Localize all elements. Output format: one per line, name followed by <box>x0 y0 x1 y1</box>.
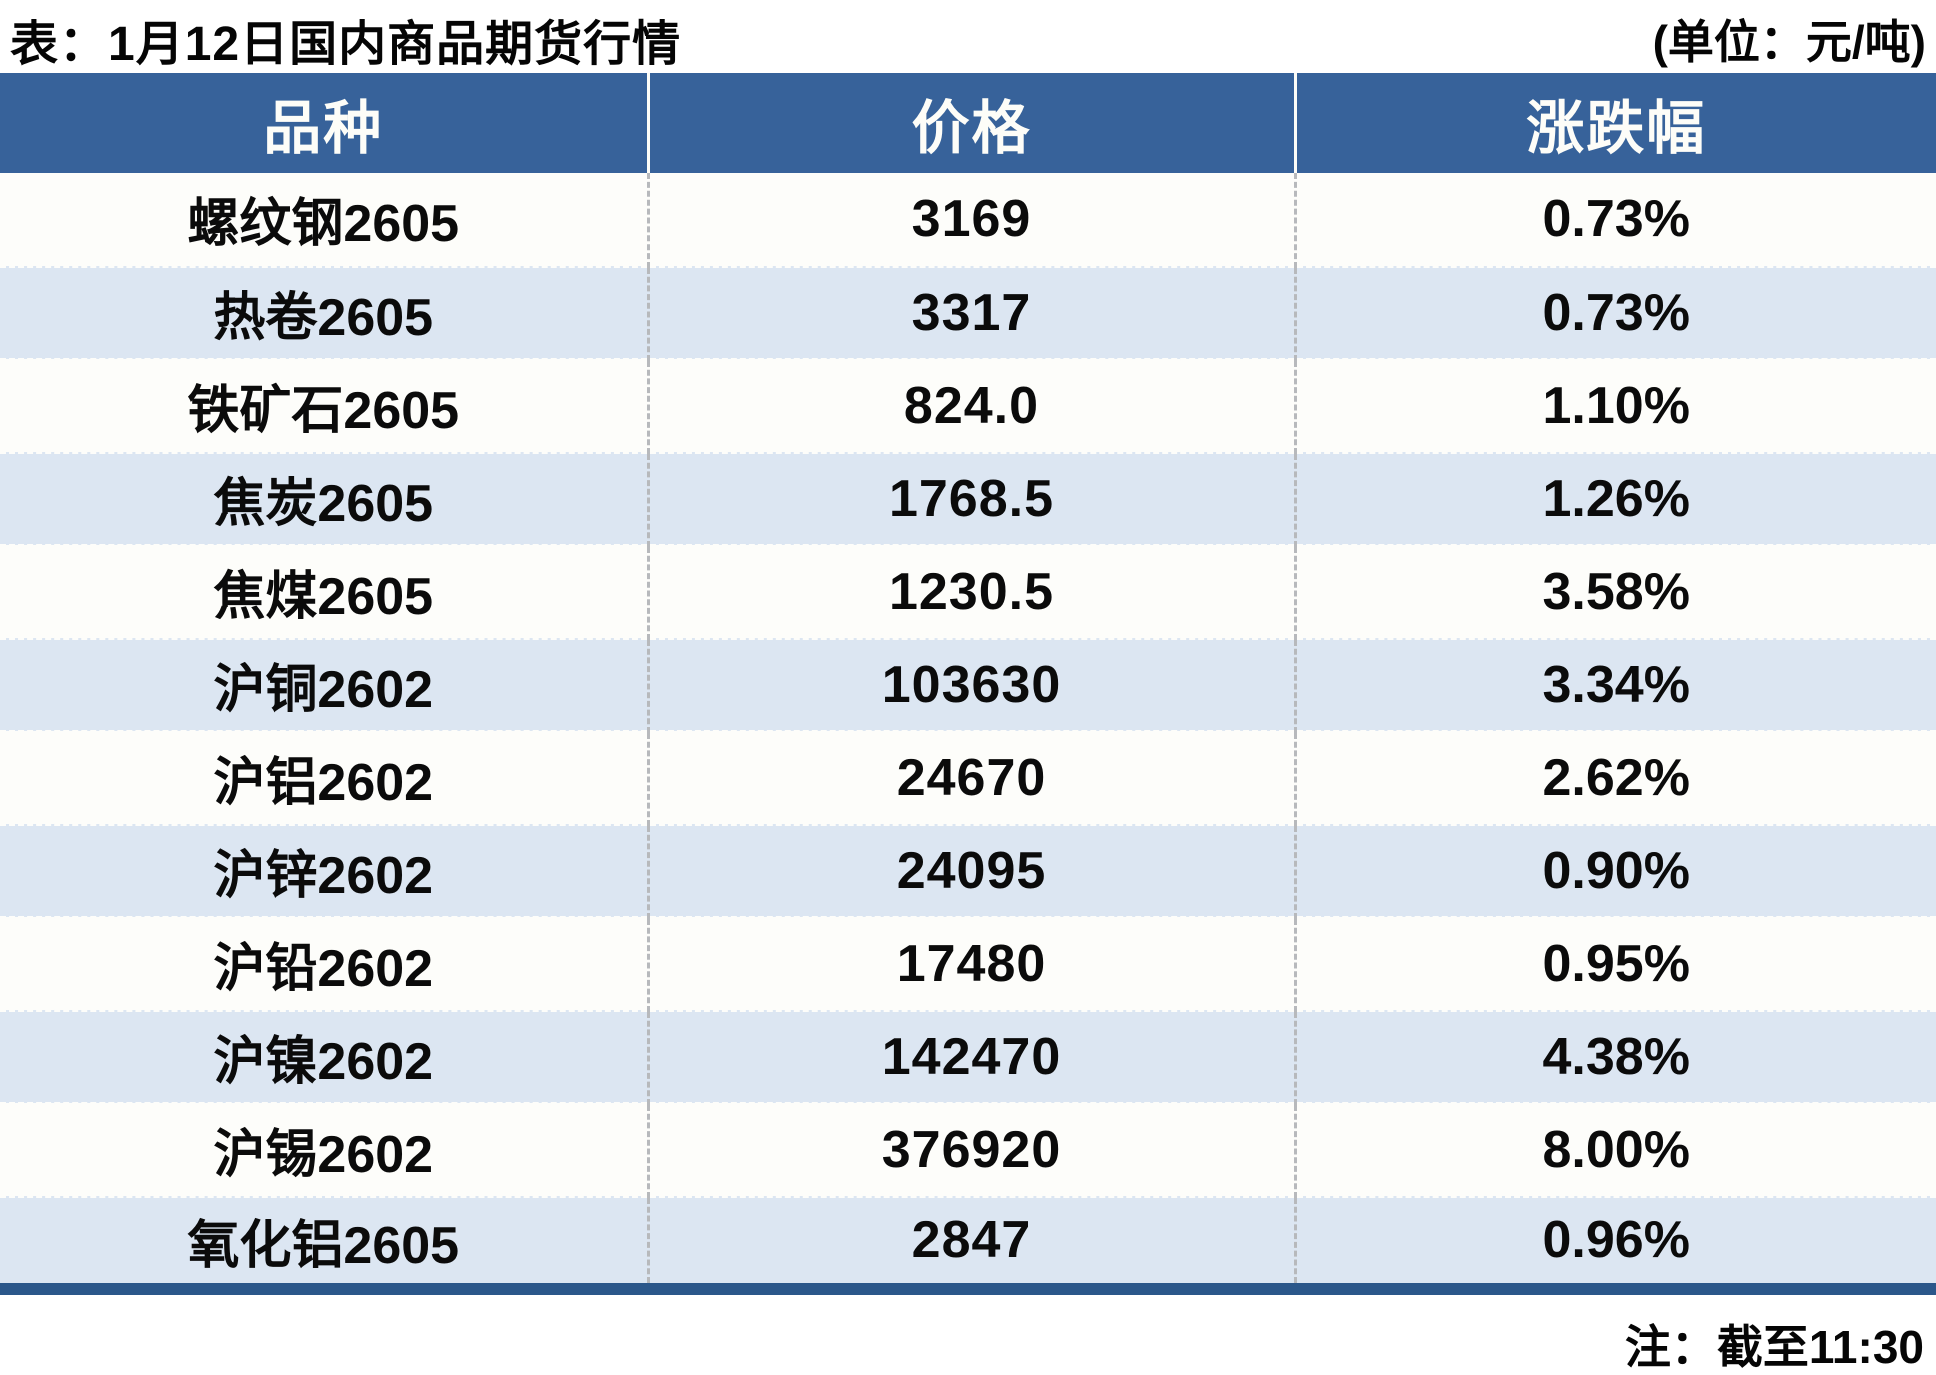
table-row: 铁矿石2605 824.0 1.10% <box>0 357 1936 452</box>
table-row: 焦煤2605 1230.5 3.58% <box>0 543 1936 638</box>
price-cell: 824.0 <box>646 357 1295 452</box>
table-row: 沪铝2602 24670 2.62% <box>0 729 1936 824</box>
col-header-variety: 品种 <box>0 73 648 173</box>
table-row: 沪锡2602 376920 8.00% <box>0 1101 1936 1196</box>
table-header: 品种 价格 涨跌幅 <box>0 73 1936 173</box>
price-cell: 24670 <box>646 729 1295 824</box>
variety-cell: 热卷2605 <box>0 264 648 359</box>
unit-label: (单位：元/吨) <box>1652 15 1926 68</box>
change-cell: 1.26% <box>1293 450 1936 545</box>
variety-cell: 氧化铝2605 <box>0 1194 648 1295</box>
price-cell: 1768.5 <box>646 450 1295 545</box>
footnote: 注：截至11:30 <box>1624 1321 1924 1373</box>
variety-cell: 沪镍2602 <box>0 1008 648 1103</box>
futures-table: 品种 价格 涨跌幅 螺纹钢2605 3169 0.73% 热卷2605 3317… <box>0 73 1936 1295</box>
price-cell: 1230.5 <box>646 543 1295 638</box>
variety-cell: 沪铝2602 <box>0 729 648 824</box>
col-header-price: 价格 <box>646 73 1295 173</box>
change-cell: 3.34% <box>1293 636 1936 731</box>
page-title: 表：1月12日国内商品期货行情 <box>10 17 682 71</box>
table-row: 沪镍2602 142470 4.38% <box>0 1008 1936 1103</box>
variety-cell: 沪锌2602 <box>0 822 648 917</box>
change-cell: 8.00% <box>1293 1101 1936 1196</box>
table-row: 焦炭2605 1768.5 1.26% <box>0 450 1936 545</box>
table-row: 沪铜2602 103630 3.34% <box>0 636 1936 731</box>
title-bar: 表：1月12日国内商品期货行情 (单位：元/吨) <box>0 0 1936 73</box>
price-cell: 142470 <box>646 1008 1295 1103</box>
price-cell: 3317 <box>646 264 1295 359</box>
header-row: 品种 价格 涨跌幅 <box>0 73 1936 173</box>
variety-cell: 沪铜2602 <box>0 636 648 731</box>
variety-cell: 焦煤2605 <box>0 543 648 638</box>
change-cell: 3.58% <box>1293 543 1936 638</box>
change-cell: 0.90% <box>1293 822 1936 917</box>
col-header-change: 涨跌幅 <box>1293 73 1936 173</box>
table-row: 热卷2605 3317 0.73% <box>0 264 1936 359</box>
variety-cell: 螺纹钢2605 <box>187 195 460 254</box>
change-cell: 4.38% <box>1293 1008 1936 1103</box>
price-cell: 24095 <box>646 822 1295 917</box>
variety-cell: 焦炭2605 <box>0 450 648 545</box>
table-row: 沪锌2602 24095 0.90% <box>0 822 1936 917</box>
change-cell: 0.96% <box>1293 1194 1936 1295</box>
variety-cell: 铁矿石2605 <box>0 357 648 452</box>
price-cell: 2847 <box>646 1194 1295 1295</box>
table-body: 螺纹钢2605 3169 0.73% 热卷2605 3317 0.73% 铁矿石… <box>0 173 1936 1295</box>
change-cell: 0.73% <box>1293 173 1936 266</box>
table-row: 氧化铝2605 2847 0.96% <box>0 1194 1936 1295</box>
price-cell: 376920 <box>646 1101 1295 1196</box>
price-cell: 3169 <box>646 173 1295 266</box>
change-cell: 2.62% <box>1293 729 1936 824</box>
table-row: 螺纹钢2605 3169 0.73% <box>0 173 1936 266</box>
price-cell: 17480 <box>646 915 1295 1010</box>
change-cell: 0.95% <box>1293 915 1936 1010</box>
variety-cell: 沪铅2602 <box>0 915 648 1010</box>
change-cell: 1.10% <box>1293 357 1936 452</box>
variety-cell: 沪锡2602 <box>0 1101 648 1196</box>
table-row: 沪铅2602 17480 0.95% <box>0 915 1936 1010</box>
price-cell: 103630 <box>646 636 1295 731</box>
change-cell: 0.73% <box>1293 264 1936 359</box>
